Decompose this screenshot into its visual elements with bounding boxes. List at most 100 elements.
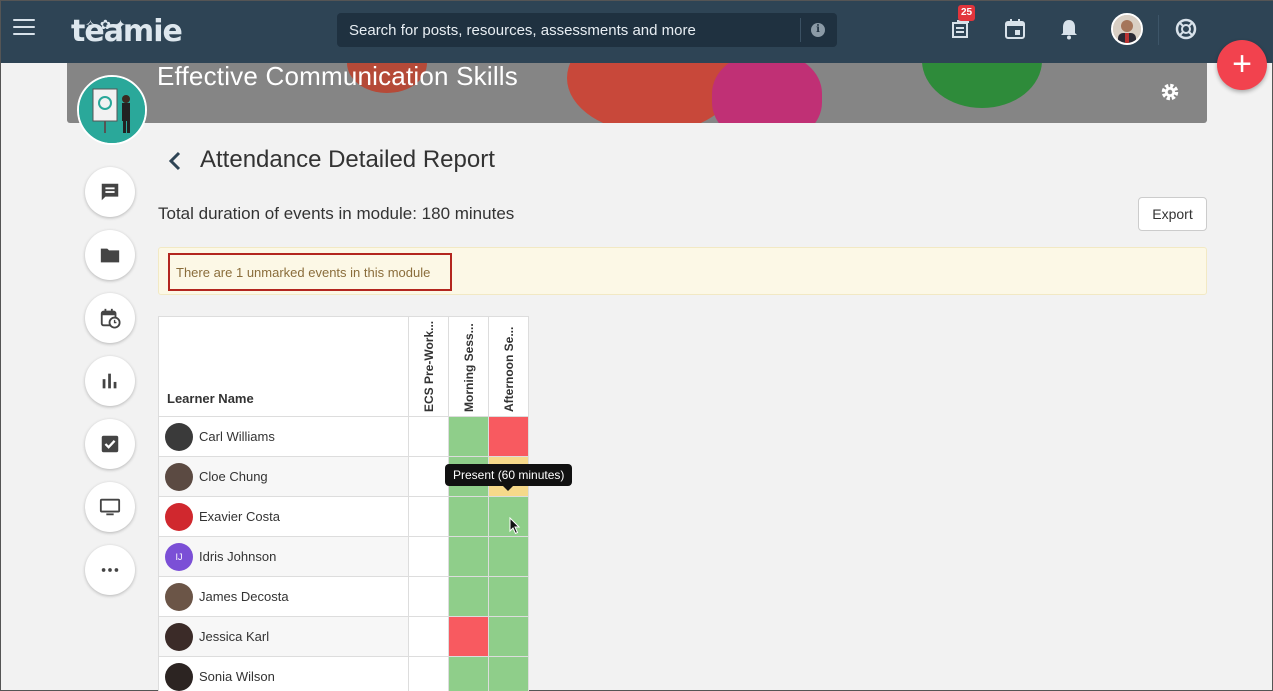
avatar[interactable] — [165, 662, 193, 691]
learner-name[interactable]: Exavier Costa — [199, 509, 280, 524]
learner-name[interactable]: Cloe Chung — [199, 469, 268, 484]
attendance-cell-none[interactable] — [408, 456, 449, 497]
classroom-nav-button[interactable] — [85, 482, 135, 532]
learner-name-wrap: Jessica Karl — [165, 622, 408, 651]
unmarked-events-alert: There are 1 unmarked events in this modu… — [158, 247, 1207, 295]
add-fab-button[interactable]: + — [1217, 40, 1267, 90]
search-bar: i — [337, 13, 837, 47]
learner-name-cell: Carl Williams — [158, 416, 409, 457]
learner-name[interactable]: Sonia Wilson — [199, 669, 275, 684]
user-avatar-image — [1113, 15, 1141, 43]
support-icon[interactable] — [1174, 17, 1198, 41]
attendance-cell-present[interactable] — [488, 656, 529, 691]
attendance-cell-none[interactable] — [408, 496, 449, 537]
bell-icon[interactable] — [1057, 17, 1081, 41]
attendance-cell-none[interactable] — [408, 616, 449, 657]
avatar[interactable]: IJ — [165, 542, 193, 571]
learner-name[interactable]: Idris Johnson — [199, 549, 277, 564]
reports-nav-button[interactable] — [85, 356, 135, 406]
alert-message: There are 1 unmarked events in this modu… — [168, 253, 452, 291]
avatar[interactable] — [165, 422, 193, 451]
table-header-row: Learner Name ECS Pre-Work... Morning Ses… — [158, 316, 529, 417]
checkbox-icon — [101, 435, 119, 453]
attendance-cell-present[interactable] — [448, 656, 489, 691]
learner-name-cell: Sonia Wilson — [158, 656, 409, 691]
learner-name[interactable]: Carl Williams — [199, 429, 275, 444]
gear-icon[interactable] — [1159, 81, 1181, 103]
event-header-label: Morning Sess... — [461, 323, 476, 412]
attendance-cell-present[interactable] — [488, 536, 529, 577]
banner-decoration — [922, 63, 1042, 108]
learner-name[interactable]: James Decosta — [199, 589, 289, 604]
bar-chart-icon — [102, 373, 117, 389]
attendance-cell-none[interactable] — [408, 576, 449, 617]
learner-name-wrap: Sonia Wilson — [165, 662, 408, 691]
attendance-cell-present[interactable] — [488, 496, 529, 537]
attendance-cell-present[interactable] — [448, 416, 489, 457]
learner-name-cell: Cloe Chung — [158, 456, 409, 497]
logo-text: teamie — [71, 14, 183, 49]
back-chevron-icon[interactable] — [167, 151, 183, 171]
chat-icon — [101, 183, 119, 201]
course-title: Effective Communication Skills — [157, 63, 518, 91]
more-nav-button[interactable] — [85, 545, 135, 595]
avatar[interactable] — [165, 582, 193, 611]
search-input[interactable] — [337, 13, 797, 47]
topbar-separator — [1158, 15, 1159, 45]
calendar-clock-icon — [100, 308, 121, 329]
table-row: Carl Williams — [158, 416, 529, 457]
event-header[interactable]: Afternoon Se... — [488, 316, 529, 417]
attendance-cell-present[interactable] — [488, 576, 529, 617]
avatar[interactable] — [165, 462, 193, 491]
attendance-cell-present[interactable] — [448, 576, 489, 617]
resources-nav-button[interactable] — [85, 230, 135, 280]
learner-name-cell: IJ Idris Johnson — [158, 536, 409, 577]
calendar-icon[interactable] — [1003, 17, 1027, 41]
learner-name-wrap: IJ Idris Johnson — [165, 542, 408, 571]
more-icon — [101, 568, 119, 572]
avatar[interactable] — [165, 502, 193, 531]
learner-name-cell: James Decosta — [158, 576, 409, 617]
events-nav-button[interactable] — [85, 293, 135, 343]
info-icon[interactable]: i — [811, 23, 825, 37]
hamburger-icon[interactable] — [13, 19, 35, 37]
learner-name-wrap: Carl Williams — [165, 422, 408, 451]
page-title: Attendance Detailed Report — [200, 146, 495, 173]
attendance-cell-absent[interactable] — [488, 416, 529, 457]
user-avatar[interactable] — [1111, 13, 1143, 45]
learner-name[interactable]: Jessica Karl — [199, 629, 270, 644]
attendance-tooltip: Present (60 minutes) — [445, 464, 573, 491]
banner-decoration — [712, 63, 822, 123]
attendance-cell-present[interactable] — [448, 536, 489, 577]
attendance-cell-none[interactable] — [408, 416, 449, 457]
learner-name-cell: Exavier Costa — [158, 496, 409, 537]
discussion-nav-button[interactable] — [85, 167, 135, 217]
export-button[interactable]: Export — [1138, 197, 1207, 231]
attendance-cell-none[interactable] — [408, 536, 449, 577]
teamie-logo[interactable]: ✧ ✿ ✦ teamie — [71, 11, 183, 53]
event-header[interactable]: Morning Sess... — [448, 316, 489, 417]
banner-decoration — [567, 63, 737, 123]
learner-name-header: Learner Name — [158, 316, 409, 417]
attendance-cell-absent[interactable] — [448, 616, 489, 657]
course-avatar-image — [79, 77, 145, 143]
learner-name-wrap: Cloe Chung — [165, 462, 408, 491]
attendance-table: Learner Name ECS Pre-Work... Morning Ses… — [158, 316, 529, 691]
learner-name-wrap: Exavier Costa — [165, 502, 408, 531]
course-avatar[interactable] — [77, 75, 147, 145]
top-navigation-bar: ✧ ✿ ✦ teamie i 25 — [1, 1, 1273, 63]
course-banner: Effective Communication Skills — [67, 63, 1207, 123]
table-row: Exavier Costa — [158, 496, 529, 537]
table-row: IJ Idris Johnson — [158, 536, 529, 577]
logo-doodle: ✧ ✿ ✦ — [85, 18, 126, 33]
tasks-nav-button[interactable] — [85, 419, 135, 469]
avatar[interactable] — [165, 622, 193, 651]
table-row: Sonia Wilson — [158, 656, 529, 691]
table-row: James Decosta — [158, 576, 529, 617]
posts-icon[interactable] — [949, 17, 973, 41]
search-divider — [800, 18, 801, 42]
attendance-cell-present[interactable] — [448, 496, 489, 537]
attendance-cell-none[interactable] — [408, 656, 449, 691]
attendance-cell-present[interactable] — [488, 616, 529, 657]
event-header[interactable]: ECS Pre-Work... — [408, 316, 449, 417]
